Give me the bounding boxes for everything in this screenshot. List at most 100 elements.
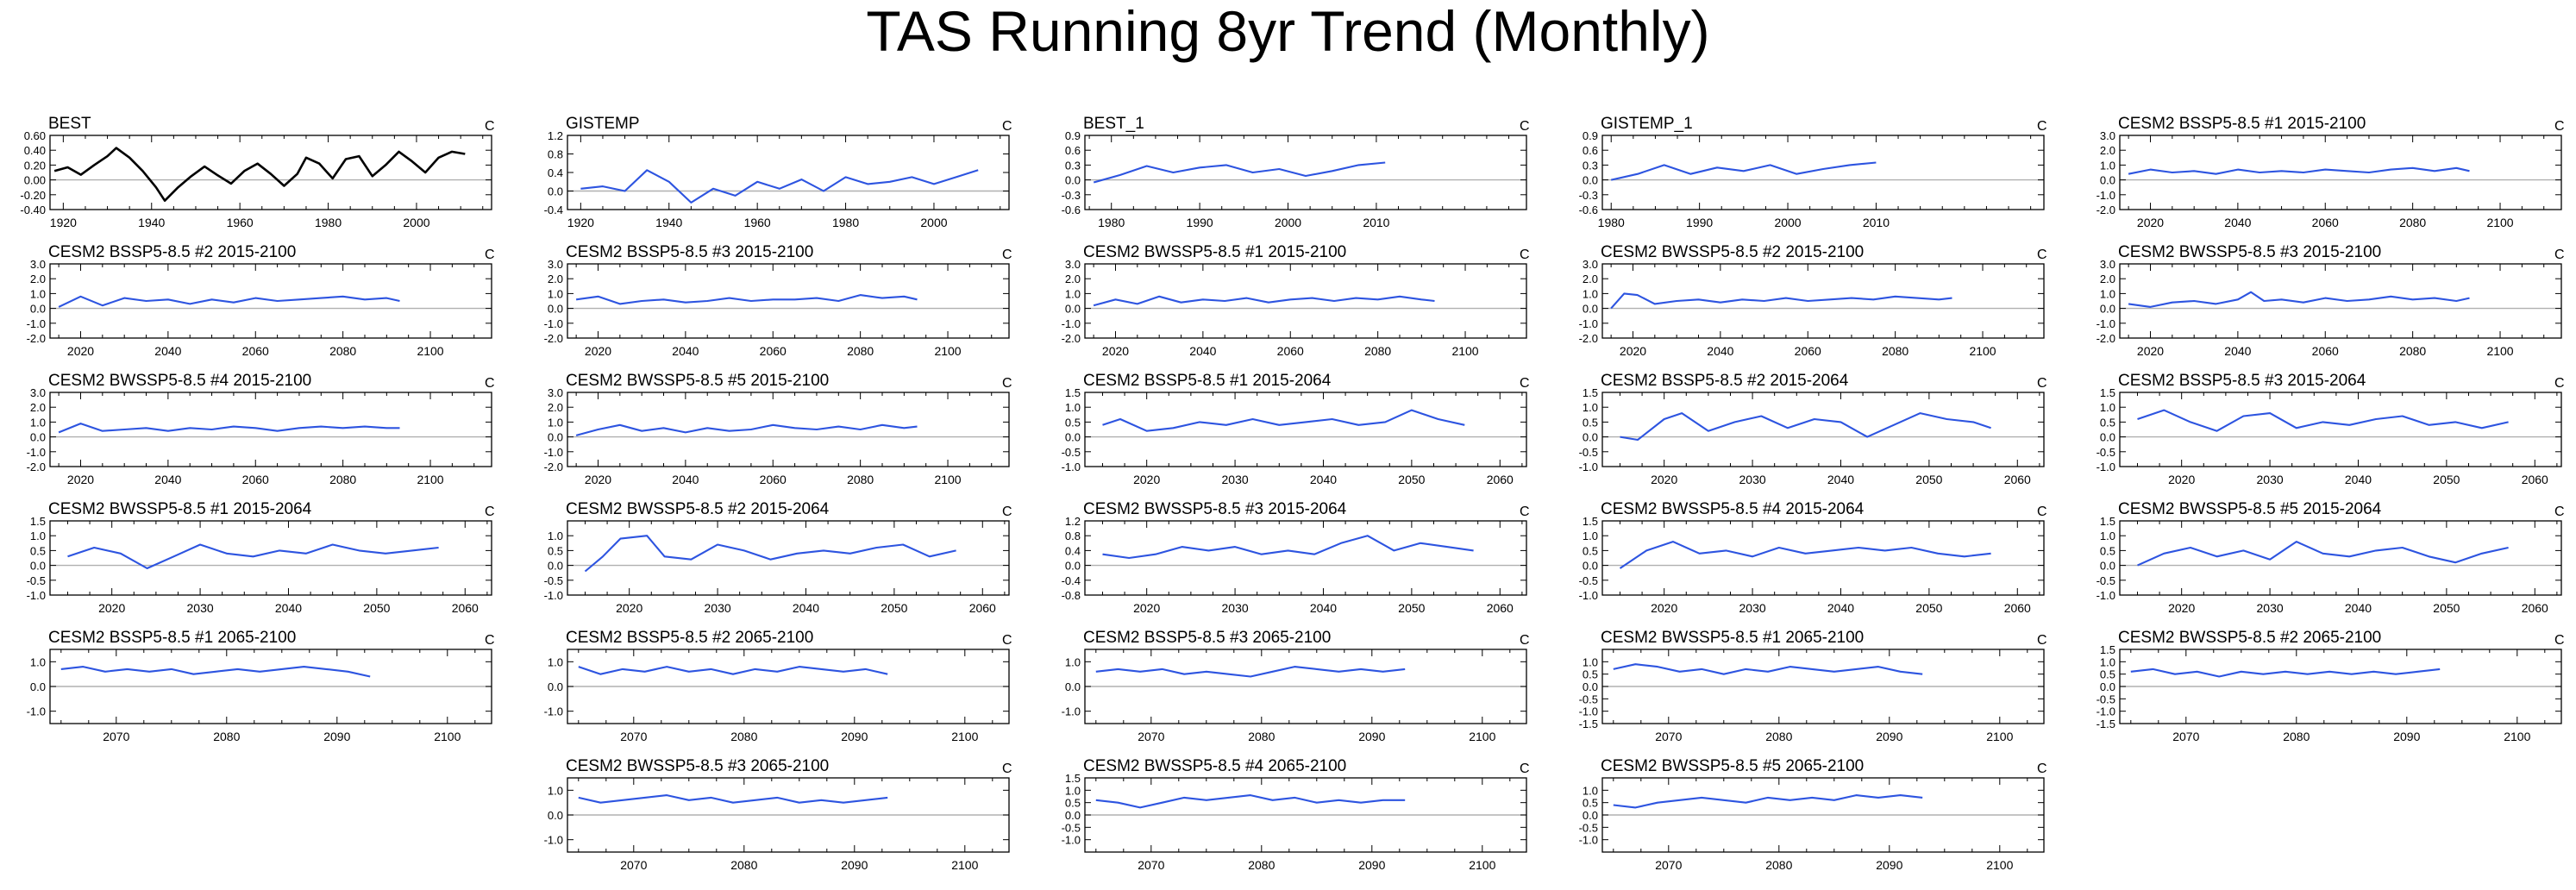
panel-units: C (2037, 633, 2047, 648)
y-tick-label: 1.5 (1583, 515, 1598, 528)
x-tick-label: 2030 (1222, 473, 1249, 486)
x-tick-label: 2000 (403, 216, 429, 229)
x-tick-label: 2070 (1655, 730, 1682, 743)
y-tick-label: 0.0 (548, 680, 563, 693)
x-tick-label: 2020 (1620, 344, 1646, 358)
panel-title: CESM2 BSSP5-8.5 #3 2015-2064 (2118, 372, 2366, 390)
x-tick-label: 2050 (2433, 473, 2460, 486)
series-line (1093, 161, 1386, 184)
x-tick-label: 2090 (1358, 858, 1385, 872)
y-tick-label: 0.00 (24, 174, 46, 187)
x-tick-label: 1920 (50, 216, 77, 229)
x-tick-label: 2040 (1310, 473, 1337, 486)
series-line (1613, 794, 1923, 809)
x-tick-label: 2060 (2004, 601, 2031, 615)
x-tick-label: 2030 (705, 601, 731, 615)
x-tick-label: 1940 (138, 216, 165, 229)
y-tick-label: 1.0 (1583, 530, 1598, 542)
y-tick-label: 1.5 (30, 515, 46, 528)
x-tick-label: 2040 (672, 344, 699, 358)
chart-panel: BEST_1 C 0.9 0.6 0.3 0.0 -0.3 -0.6 1980 1990 2000 2… (1062, 115, 1530, 229)
panel-title: BEST_1 (1083, 115, 1144, 133)
panel-title: BEST (48, 115, 91, 133)
x-tick-label: 2070 (1655, 858, 1682, 872)
y-tick-label: 1.0 (1065, 287, 1081, 300)
y-tick-label: 0.0 (548, 185, 563, 198)
panel-units: C (1520, 248, 1530, 262)
y-tick-label: 1.0 (1583, 784, 1598, 797)
panel-title: CESM2 BWSSP5-8.5 #1 2065-2100 (1601, 629, 1864, 647)
y-tick-label: -0.6 (1062, 204, 1081, 216)
y-tick-label: -1.0 (1062, 705, 1081, 718)
y-tick-label: 0.5 (2100, 544, 2115, 557)
panel-units: C (1002, 119, 1012, 134)
y-tick-label: -1.0 (27, 317, 46, 330)
y-tick-label: -1.0 (2097, 317, 2115, 330)
x-tick-label: 2000 (920, 216, 947, 229)
y-tick-label: 0.0 (1065, 560, 1081, 573)
y-tick-label: 0.0 (1065, 431, 1081, 444)
y-tick-label: -2.0 (2097, 332, 2115, 345)
x-tick-label: 2000 (1275, 216, 1301, 229)
x-tick-label: 2080 (2399, 216, 2426, 229)
x-tick-label: 2020 (585, 473, 611, 486)
plot-frame (567, 135, 1010, 210)
x-tick-label: 2050 (1915, 601, 1942, 615)
chart-panel: CESM2 BWSSP5-8.5 #5 2065-2100 C1.00.50.0-… (1579, 757, 2047, 872)
x-tick-label: 2060 (1277, 344, 1304, 358)
panel-title: CESM2 BWSSP5-8.5 #1 2015-2100 (1083, 243, 1346, 261)
y-tick-label: -1.0 (544, 589, 563, 602)
y-tick-label: 0.4 (548, 166, 563, 179)
y-tick-label: 3.0 (548, 258, 563, 271)
y-tick-label: 0.0 (1583, 303, 1598, 316)
y-tick-label: 0.0 (30, 680, 46, 693)
plot-frame (49, 135, 492, 210)
x-tick-label: 2100 (951, 858, 978, 872)
panel-units: C (485, 248, 495, 262)
x-tick-label: 2080 (1248, 730, 1275, 743)
y-tick-label: 1.0 (2100, 287, 2115, 300)
series-line (2137, 541, 2509, 567)
panel-units: C (1520, 633, 1530, 648)
series-line (1102, 535, 1474, 560)
x-tick-label: 2040 (2345, 473, 2372, 486)
plot-frame (49, 263, 492, 339)
y-tick-label: 0.3 (1065, 159, 1081, 172)
x-tick-label: 2030 (2257, 473, 2284, 486)
plot-frame (567, 263, 1010, 339)
y-tick-label: 1.0 (30, 287, 46, 300)
y-tick-label: -0.6 (1579, 204, 1598, 216)
x-tick-label: 2080 (847, 473, 874, 486)
x-tick-label: 2100 (2486, 344, 2513, 358)
series-line (1619, 541, 1991, 569)
y-tick-label: 0.0 (1065, 303, 1081, 316)
y-tick-label: 0.0 (30, 303, 46, 316)
y-tick-label: 0.0 (1583, 174, 1598, 187)
chart-panel: CESM2 BWSSP5-8.5 #4 2065-2100 C 1.51.00.50… (1062, 757, 1530, 872)
plot-frame (1084, 263, 1527, 339)
panel-title: CESM2 BWSSP5-8.5 #3 2015-2064 (1083, 500, 1347, 518)
y-tick-label: 2.0 (30, 273, 46, 285)
x-tick-label: 2090 (1876, 730, 1902, 743)
y-tick-label: 0.60 (24, 129, 46, 142)
chart-panel: CESM2 BWSSP5-8.5 #2 2015-2064 C1.00.50.0-… (544, 500, 1012, 615)
x-tick-label: 2080 (847, 344, 874, 358)
plot-frame (1601, 520, 2045, 596)
y-tick-label: 0.5 (30, 544, 46, 557)
x-tick-label: 2090 (2393, 730, 2420, 743)
y-tick-label: -1.0 (544, 317, 563, 330)
panel-title: CESM2 BSSP5-8.5 #3 2015-2100 (566, 243, 813, 261)
x-tick-label: 2060 (2004, 473, 2031, 486)
y-tick-label: -0.5 (1062, 821, 1081, 834)
x-tick-label: 2100 (1986, 858, 2013, 872)
series-line (1102, 409, 1465, 432)
y-tick-label: 1.0 (30, 416, 46, 429)
panel-title: CESM2 BWSSP5-8.5 #3 2065-2100 (566, 757, 829, 775)
y-tick-label: -1.0 (27, 446, 46, 459)
x-tick-label: 2080 (1364, 344, 1391, 358)
panel-units: C (1002, 762, 1012, 776)
series-line (575, 294, 918, 305)
x-tick-label: 2090 (841, 858, 868, 872)
y-tick-label: 0.0 (2100, 303, 2115, 316)
x-tick-label: 2020 (585, 344, 611, 358)
